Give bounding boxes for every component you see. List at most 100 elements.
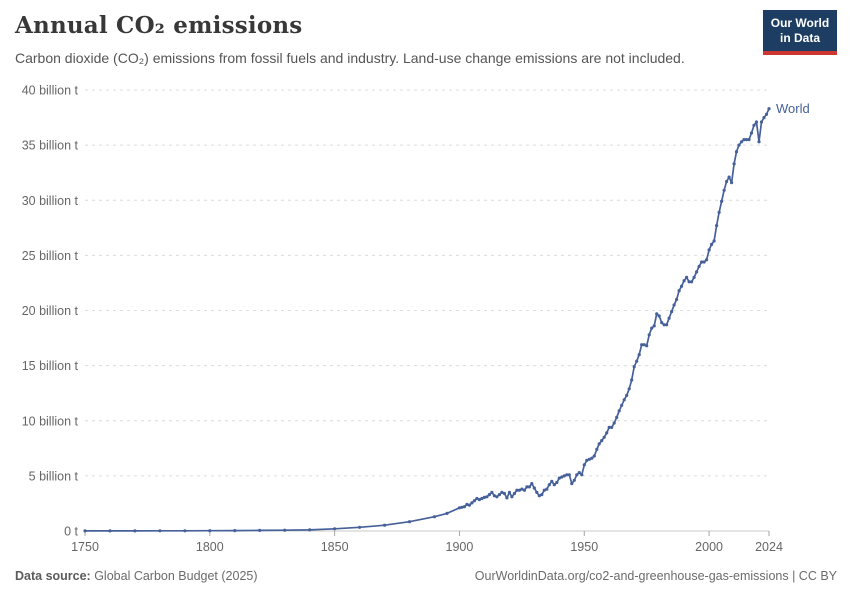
data-point — [742, 138, 746, 142]
data-point — [283, 528, 287, 532]
data-point — [707, 248, 711, 252]
data-point — [722, 188, 726, 192]
data-point — [158, 529, 162, 533]
data-point — [605, 431, 609, 435]
data-point — [590, 456, 594, 460]
data-point — [333, 527, 337, 531]
data-point — [308, 528, 312, 532]
data-point — [685, 275, 689, 279]
data-point — [502, 491, 506, 496]
data-point — [675, 297, 679, 302]
data-point — [747, 138, 751, 142]
data-point — [492, 494, 496, 498]
credit-link[interactable]: OurWorldinData.org/co2-and-greenhouse-ga… — [474, 569, 837, 583]
chart-subtitle: Carbon dioxide (CO₂) emissions from foss… — [15, 50, 685, 66]
chart-footer: Data source: Global Carbon Budget (2025)… — [15, 569, 837, 583]
data-point — [622, 398, 626, 402]
x-tick-label: 1850 — [321, 540, 349, 554]
data-point — [665, 323, 669, 327]
data-point — [552, 483, 556, 487]
data-point — [560, 475, 564, 479]
data-point — [567, 473, 571, 477]
data-point — [497, 493, 501, 497]
data-point — [670, 310, 674, 314]
data-point — [630, 378, 634, 382]
data-point — [475, 496, 479, 501]
data-point — [547, 483, 551, 487]
data-point — [635, 359, 639, 363]
data-point — [592, 454, 596, 458]
data-point — [460, 505, 464, 509]
data-point — [725, 179, 729, 184]
y-tick-label: 20 billion t — [22, 304, 79, 318]
data-point — [749, 131, 754, 135]
data-point — [233, 529, 237, 533]
data-point — [717, 210, 721, 214]
x-tick-label: 1900 — [446, 540, 474, 554]
data-point — [587, 457, 591, 461]
data-point — [525, 485, 529, 489]
data-point — [520, 487, 524, 491]
y-tick-label: 40 billion t — [22, 84, 79, 98]
data-point — [610, 425, 614, 429]
data-point — [562, 474, 566, 478]
data-point — [710, 242, 714, 246]
y-tick-label: 25 billion t — [22, 249, 79, 263]
data-point — [739, 140, 744, 144]
data-point — [732, 162, 736, 166]
data-point — [602, 435, 606, 439]
data-point — [655, 312, 659, 316]
data-point — [697, 264, 701, 268]
data-source: Data source: Global Carbon Budget (2025) — [15, 569, 258, 583]
data-point — [615, 415, 619, 419]
data-point — [470, 501, 474, 505]
data-point — [730, 181, 734, 185]
data-point — [597, 442, 601, 446]
data-point — [530, 482, 534, 486]
data-point — [407, 520, 412, 524]
y-tick-label: 15 billion t — [22, 359, 79, 373]
data-point — [133, 529, 137, 533]
data-point — [565, 473, 569, 477]
chart-header: Annual CO₂ emissions Carbon dioxide (CO₂… — [15, 12, 755, 67]
data-point — [737, 143, 741, 147]
data-point — [575, 473, 579, 477]
data-point — [570, 482, 574, 486]
data-point — [580, 473, 584, 477]
data-point — [545, 487, 549, 491]
data-point — [682, 279, 686, 283]
data-point — [482, 495, 486, 499]
data-point — [650, 326, 654, 330]
data-point — [527, 485, 532, 489]
data-point — [705, 258, 709, 262]
data-point — [522, 488, 527, 492]
data-point — [607, 425, 611, 429]
data-point — [754, 120, 759, 124]
series-end-label[interactable]: World — [776, 101, 810, 116]
data-point — [485, 495, 489, 499]
data-point — [505, 496, 509, 500]
data-point — [625, 393, 629, 397]
data-point — [432, 515, 437, 519]
data-point — [762, 116, 766, 120]
y-tick-label: 5 billion t — [29, 469, 79, 483]
x-tick-label: 2000 — [695, 540, 723, 554]
data-point — [652, 324, 656, 328]
y-tick-label: 10 billion t — [22, 414, 79, 428]
data-point — [183, 529, 187, 533]
data-point — [700, 260, 704, 264]
y-tick-label: 35 billion t — [22, 139, 79, 153]
data-point — [577, 471, 581, 475]
owid-logo[interactable]: Our World in Data — [763, 10, 837, 55]
data-point — [515, 488, 519, 492]
data-point — [532, 486, 536, 490]
data-point — [258, 528, 262, 533]
data-point — [83, 529, 87, 533]
data-point — [542, 488, 546, 492]
data-point — [550, 479, 554, 483]
x-tick-label: 1950 — [570, 540, 598, 554]
data-point — [657, 314, 661, 318]
data-point — [480, 496, 484, 501]
data-point — [467, 503, 471, 507]
